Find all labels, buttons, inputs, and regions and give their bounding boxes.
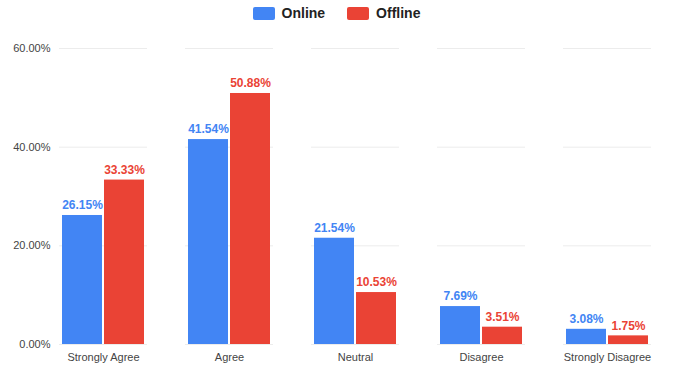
svg-text:Strongly Disagree: Strongly Disagree <box>564 351 651 363</box>
svg-text:10.53%: 10.53% <box>356 275 397 289</box>
svg-text:50.88%: 50.88% <box>230 76 271 90</box>
svg-text:33.33%: 33.33% <box>104 163 145 177</box>
svg-text:26.15%: 26.15% <box>62 198 103 212</box>
svg-text:Disagree: Disagree <box>459 351 503 363</box>
svg-text:41.54%: 41.54% <box>188 122 229 136</box>
html-text:Online: Online <box>281 5 326 21</box>
svg-text:3.51%: 3.51% <box>485 310 519 324</box>
svg-text:20.00%: 20.00% <box>13 239 51 251</box>
svg-text:40.00%: 40.00% <box>13 141 51 153</box>
svg-text:3.08%: 3.08% <box>569 312 603 326</box>
svg-text:0.00%: 0.00% <box>19 338 50 350</box>
html-text:Offline: Offline <box>376 5 421 21</box>
svg-text:7.69%: 7.69% <box>443 289 477 303</box>
svg-text:Strongly Agree: Strongly Agree <box>67 351 139 363</box>
svg-text:Agree: Agree <box>215 351 244 363</box>
svg-text:1.75%: 1.75% <box>611 319 645 333</box>
svg-text:21.54%: 21.54% <box>314 221 355 235</box>
svg-text:60.00%: 60.00% <box>13 42 51 54</box>
svg-text:Neutral: Neutral <box>338 351 373 363</box>
